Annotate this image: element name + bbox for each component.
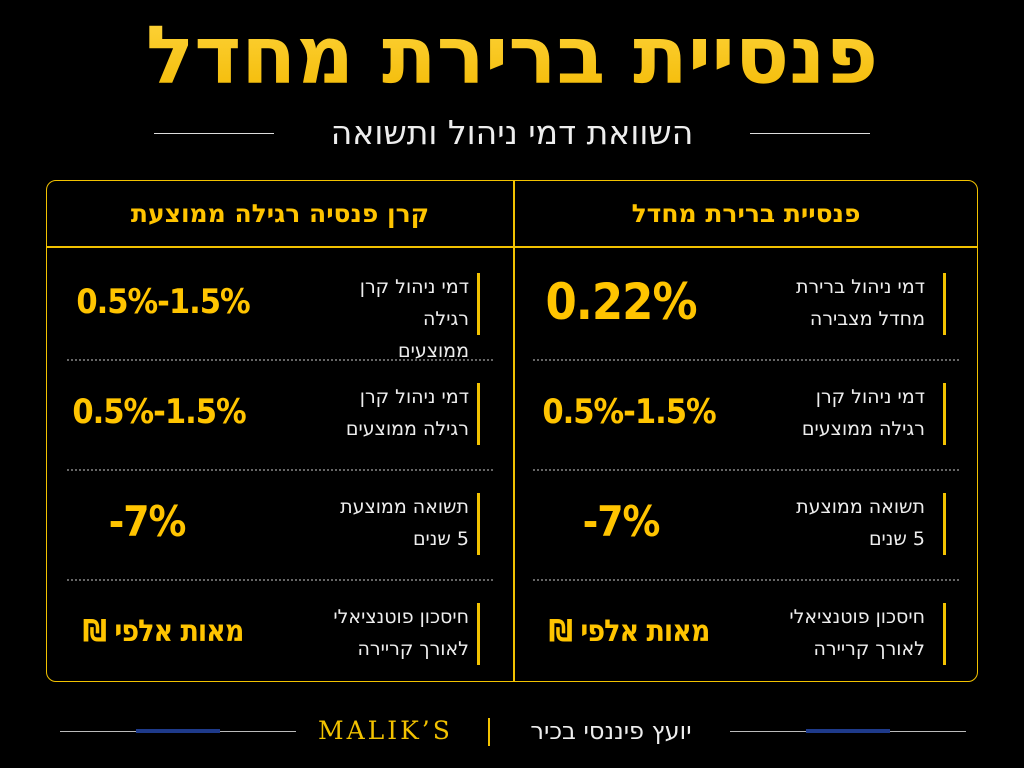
row-marker	[943, 493, 946, 555]
row-label-line-1: דמי ניהול קרן	[815, 386, 925, 408]
column-heading-regular-fund: קרן פנסיה רגילה ממוצעת	[130, 199, 430, 228]
row-separator	[67, 469, 493, 471]
row-label: תשואה ממוצעת 5 שנים	[309, 491, 469, 555]
row-label-line-2: 5 שנים	[412, 528, 469, 550]
row-value: מאות אלפי ₪	[548, 614, 711, 649]
row-value: 0.22%	[545, 273, 697, 331]
column-divider	[513, 181, 515, 681]
row-label-line-1: דמי ניהול קרן	[359, 386, 469, 408]
comparison-table: קרן פנסיה רגילה ממוצעת פנסיית ברירת מחדל…	[46, 180, 978, 682]
row-label-line-1: דמי ניהול קרן רגילה	[359, 276, 469, 330]
row-label-line-1: דמי ניהול ברירת	[795, 276, 925, 298]
row-separator	[533, 359, 959, 361]
row-label: חיסכון פוטנציאלי לאורך קריירה	[309, 601, 469, 665]
row-label-line-2: 5 שנים	[868, 528, 925, 550]
row-marker	[477, 383, 480, 445]
column-heading-default-pension: פנסיית ברירת מחדל	[631, 199, 861, 228]
row-value: 0.5%-1.5%	[72, 392, 246, 432]
row-value: מאות אלפי ₪	[82, 614, 245, 649]
row-value: 0.5%-1.5%	[542, 392, 716, 432]
row-marker	[477, 603, 480, 665]
row-value: -7%	[582, 497, 661, 546]
page-title: פנסיית ברירת מחדל	[0, 6, 1024, 106]
row-label: דמי ניהול קרן רגילה ממוצעים	[309, 271, 469, 367]
default-pension-row-savings: חיסכון פוטנציאלי לאורך קריירה מאות אלפי …	[513, 577, 979, 687]
row-label: דמי ניהול קרן רגילה ממוצעים	[765, 381, 925, 445]
tagline: יועץ פיננסי בכיר	[530, 717, 692, 745]
row-label-line-2: מחדל מצבירה	[809, 308, 925, 330]
row-marker	[477, 273, 480, 335]
subtitle: השוואת דמי ניהול ותשואה	[330, 113, 694, 152]
row-marker	[943, 273, 946, 335]
regular-fund-row-management-fee: דמי ניהול קרן רגילה ממוצעים 0.5%-1.5%	[47, 247, 513, 362]
row-marker	[477, 493, 480, 555]
row-label-line-1: תשואה ממוצעת	[796, 496, 925, 518]
subtitle-row: השוואת דמי ניהול ותשואה	[0, 108, 1024, 158]
row-separator	[533, 579, 959, 581]
regular-fund-row-average-fee: דמי ניהול קרן רגילה ממוצעים 0.5%-1.5%	[47, 357, 513, 467]
row-label-line-2: רגילה ממוצעים	[801, 418, 925, 440]
default-pension-row-return: תשואה ממוצעת 5 שנים -7%	[513, 467, 979, 577]
regular-fund-row-savings: חיסכון פוטנציאלי לאורך קריירה מאות אלפי …	[47, 577, 513, 687]
row-value: -7%	[108, 497, 187, 546]
row-label-line-1: תשואה ממוצעת	[340, 496, 469, 518]
row-label-line-1: חיסכון פוטנציאלי	[333, 606, 469, 628]
row-label-line-1: חיסכון פוטנציאלי	[789, 606, 925, 628]
subtitle-divider-right	[750, 133, 870, 134]
default-pension-row-average-fee: דמי ניהול קרן רגילה ממוצעים 0.5%-1.5%	[513, 357, 979, 467]
footer-separator	[488, 718, 490, 746]
row-label: תשואה ממוצעת 5 שנים	[765, 491, 925, 555]
row-label-line-2: לאורך קריירה	[813, 638, 926, 660]
row-label: דמי ניהול קרן רגילה ממוצעים	[309, 381, 469, 445]
footer-accent-left	[136, 729, 220, 733]
row-marker	[943, 383, 946, 445]
footer-accent-right	[806, 729, 890, 733]
row-label-line-2: לאורך קריירה	[357, 638, 470, 660]
row-label: דמי ניהול ברירת מחדל מצבירה	[765, 271, 925, 335]
row-separator	[533, 469, 959, 471]
default-pension-row-management-fee: דמי ניהול ברירת מחדל מצבירה 0.22%	[513, 247, 979, 357]
header-divider	[47, 246, 977, 248]
row-separator	[67, 359, 493, 361]
subtitle-divider-left	[154, 133, 274, 134]
row-label-line-2: ממוצעים	[397, 340, 469, 362]
row-separator	[67, 579, 493, 581]
row-label: חיסכון פוטנציאלי לאורך קריירה	[765, 601, 925, 665]
row-label-line-2: רגילה ממוצעים	[345, 418, 469, 440]
brand-logo: MALIK’S	[318, 716, 453, 745]
row-marker	[943, 603, 946, 665]
regular-fund-row-return: תשואה ממוצעת 5 שנים -7%	[47, 467, 513, 577]
row-value: 0.5%-1.5%	[76, 282, 250, 322]
footer: MALIK’S יועץ פיננסי בכיר	[0, 706, 1024, 756]
